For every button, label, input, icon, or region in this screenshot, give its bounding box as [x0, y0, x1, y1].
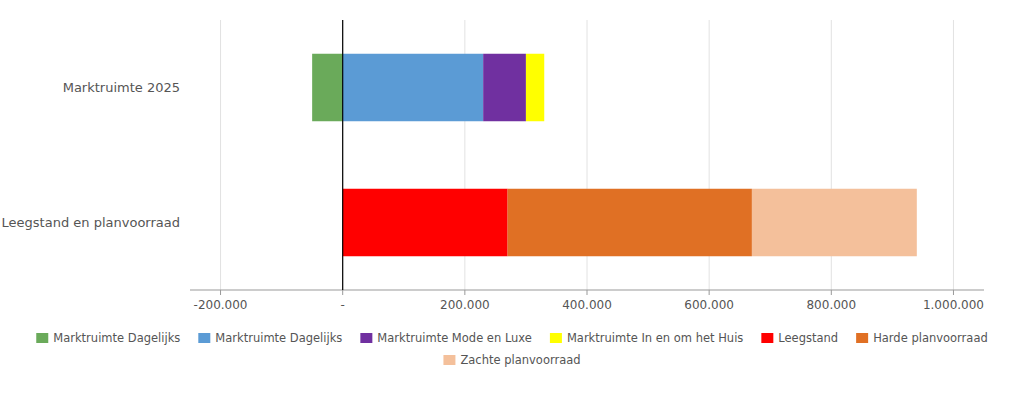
legend-label: Harde planvoorraad	[873, 331, 988, 345]
legend-swatch	[761, 333, 773, 343]
x-axis: -200.000-200.000400.000600.000800.0001.0…	[190, 290, 984, 312]
tick-mark	[709, 290, 710, 295]
legend-item: Harde planvoorraad	[856, 331, 988, 345]
grid-line	[953, 20, 954, 290]
legend: Marktruimte Dagelijks Marktruimte Dagelij…	[36, 331, 987, 367]
legend-swatch	[856, 333, 868, 343]
bar	[508, 189, 752, 257]
bar	[312, 54, 343, 122]
legend-swatch	[443, 355, 455, 365]
category-label: Marktruimte 2025	[63, 80, 180, 95]
grid	[221, 20, 954, 290]
legend-label: Zachte planvoorraad	[460, 353, 580, 367]
legend-swatch	[550, 333, 562, 343]
tick-label: 800.000	[806, 298, 856, 312]
y-axis: Marktruimte 2025 Leegstand en planvoorraa…	[2, 80, 180, 230]
tick-mark	[587, 290, 588, 295]
legend-item: Leegstand	[761, 331, 838, 345]
legend-label: Marktruimte Dagelijks	[53, 331, 180, 345]
tick-label: 1.000.000	[923, 298, 984, 312]
legend-label: Marktruimte Mode en Luxe	[377, 331, 532, 345]
bar	[343, 54, 483, 122]
tick-label: 400.000	[562, 298, 612, 312]
legend-item: Marktruimte Dagelijks	[36, 331, 180, 345]
legend-swatch	[36, 333, 48, 343]
bar	[752, 189, 917, 257]
category-label: Leegstand en planvoorraad	[2, 215, 180, 230]
tick-label: 200.000	[440, 298, 490, 312]
bar	[343, 189, 508, 257]
legend-item: Marktruimte Dagelijks	[198, 331, 342, 345]
legend-label: Marktruimte Dagelijks	[215, 331, 342, 345]
grid-line	[220, 20, 221, 290]
tick-label: -200.000	[194, 298, 248, 312]
tick-label: -	[341, 298, 345, 312]
legend-swatch	[360, 333, 372, 343]
tick-mark	[220, 290, 221, 295]
tick-mark	[831, 290, 832, 295]
legend-label: Marktruimte In en om het Huis	[567, 331, 743, 345]
legend-item: Marktruimte Mode en Luxe	[360, 331, 532, 345]
legend-item: Marktruimte In en om het Huis	[550, 331, 743, 345]
legend-label: Leegstand	[778, 331, 838, 345]
tick-mark	[953, 290, 954, 295]
bar	[526, 54, 544, 122]
tick-mark	[342, 290, 343, 295]
chart: -200.000-200.000400.000600.000800.0001.0…	[0, 0, 1024, 408]
zero-line	[342, 20, 343, 290]
legend-item: Zachte planvoorraad	[443, 353, 580, 367]
tick-mark	[464, 290, 465, 295]
bar	[483, 54, 526, 122]
x-axis-line	[190, 290, 984, 291]
bars	[312, 54, 917, 257]
legend-swatch	[198, 333, 210, 343]
tick-label: 600.000	[684, 298, 734, 312]
grid-line	[342, 20, 343, 290]
